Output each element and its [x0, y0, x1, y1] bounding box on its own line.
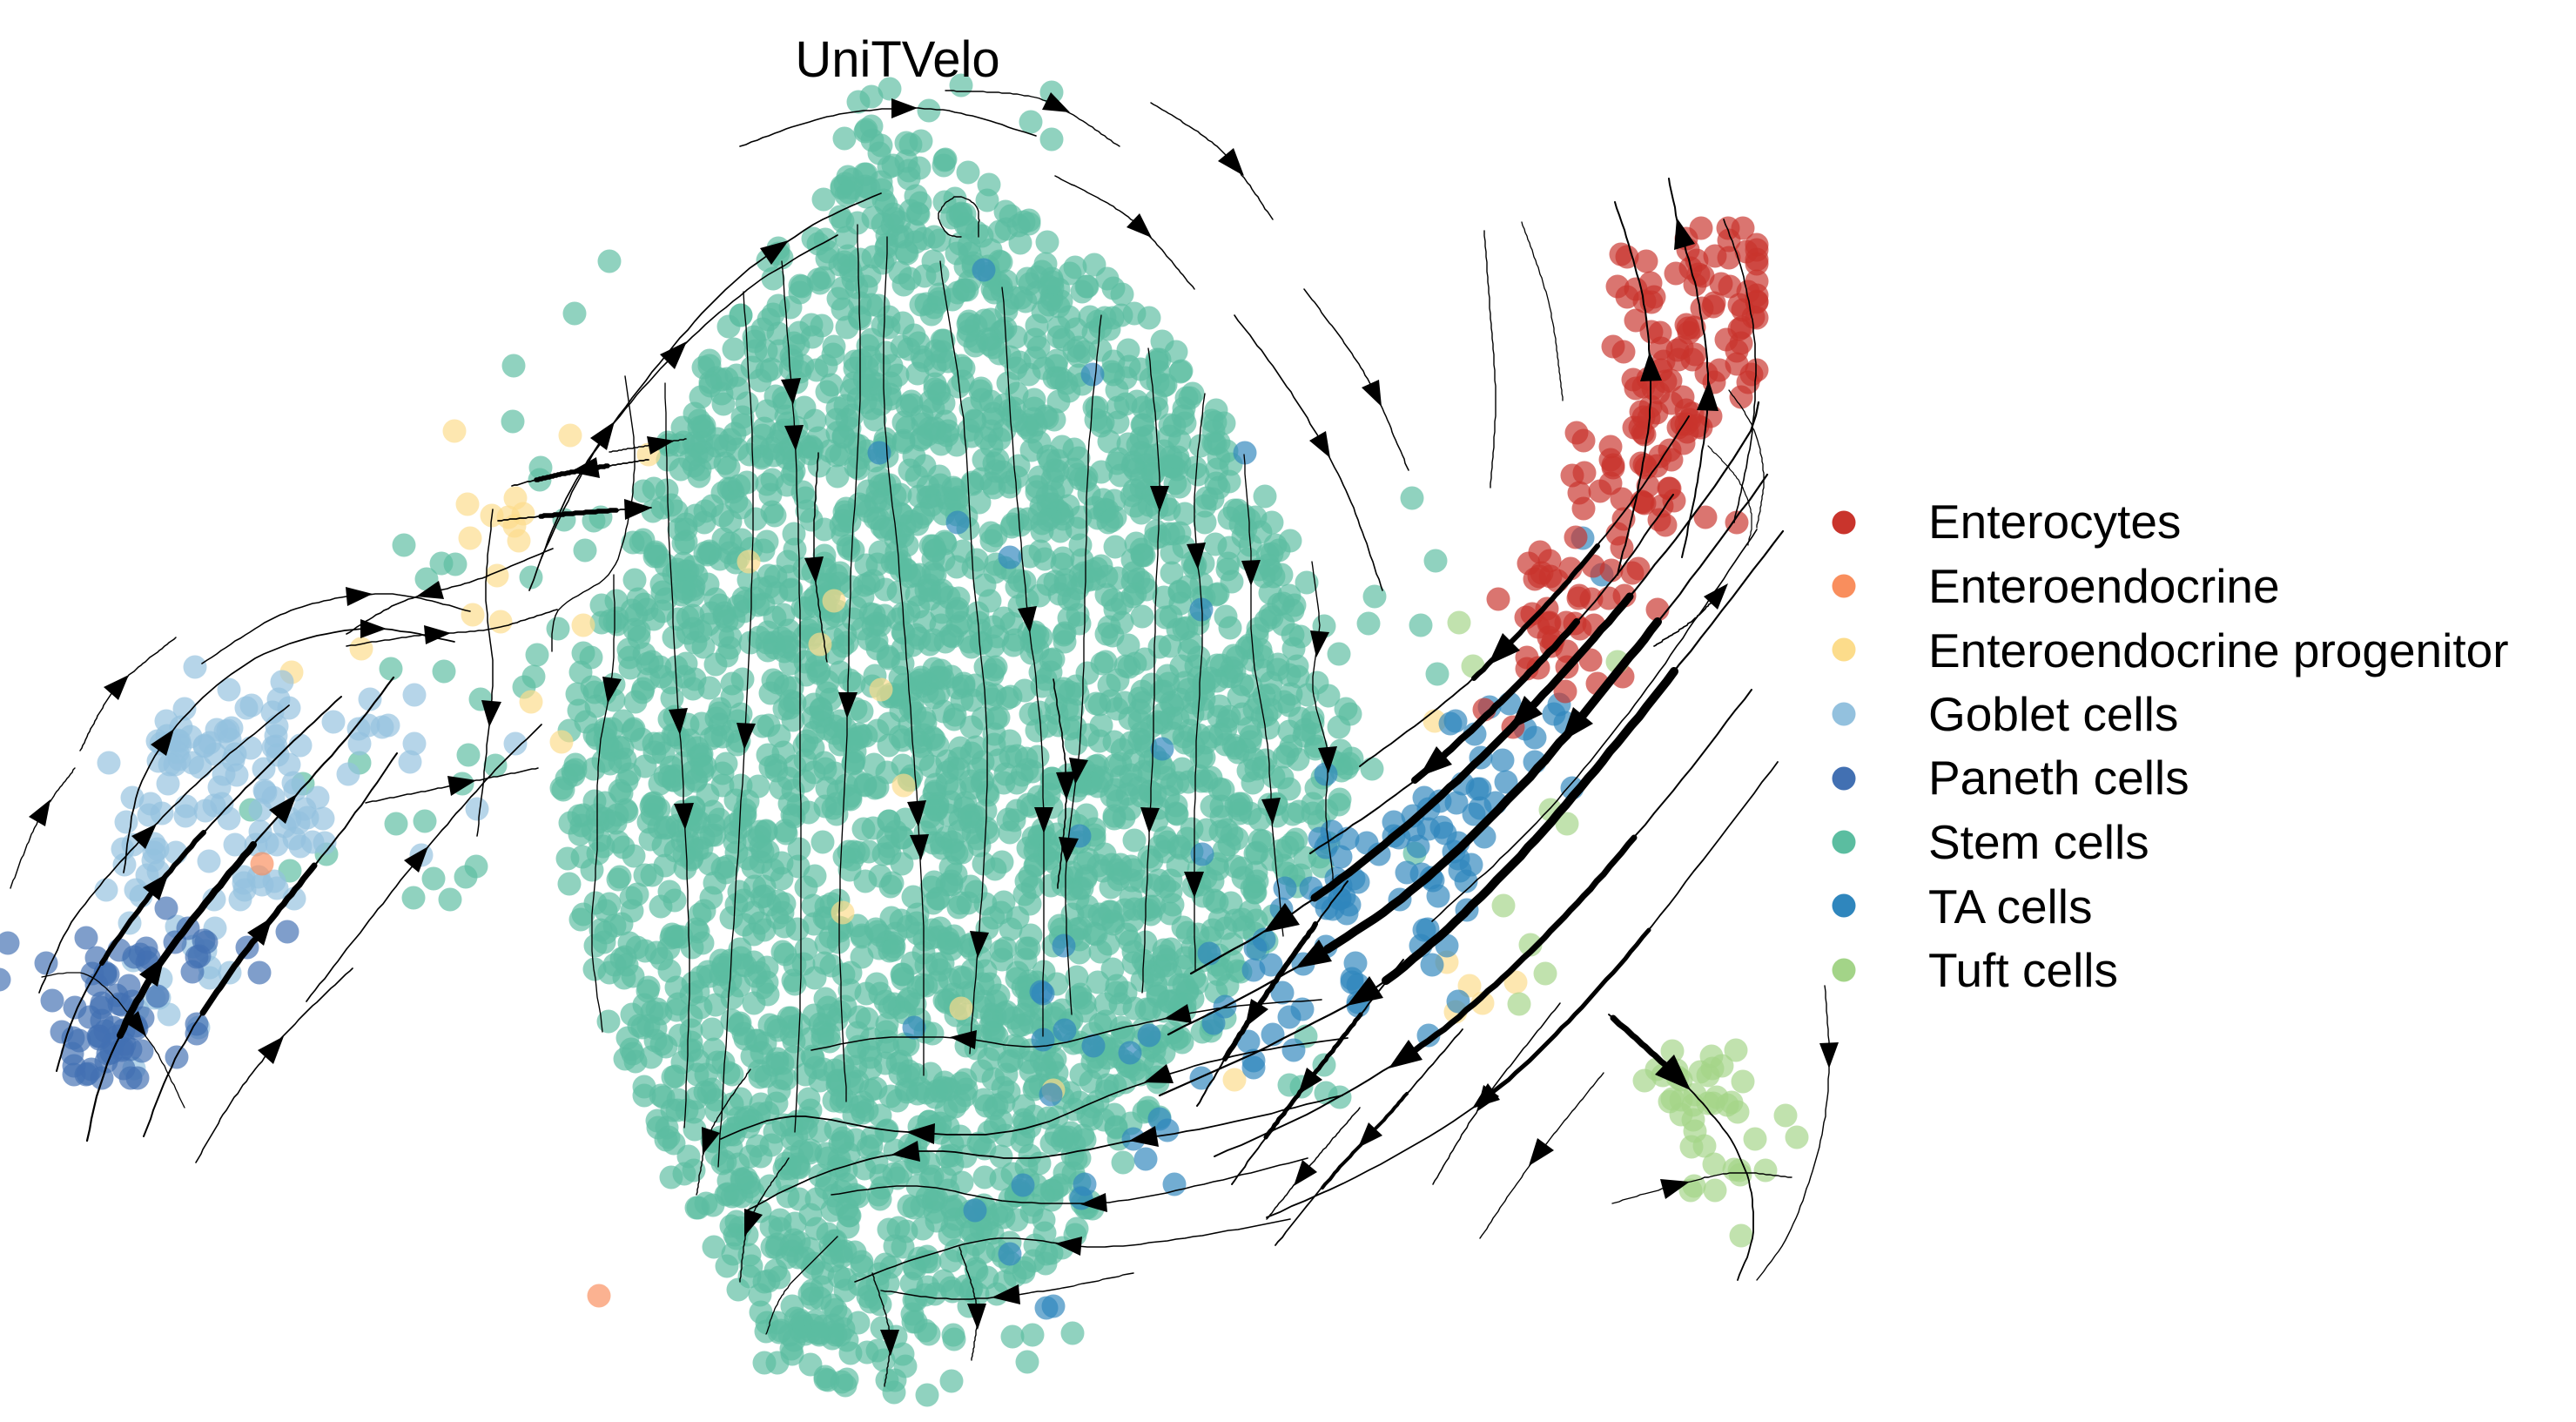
svg-text:Stem cells: Stem cells	[1928, 815, 2149, 869]
svg-text:UniTVelo: UniTVelo	[795, 31, 999, 88]
svg-text:Paneth cells: Paneth cells	[1928, 751, 2189, 805]
svg-text:Tuft cells: Tuft cells	[1928, 943, 2118, 997]
svg-text:Enteroendocrine progenitor: Enteroendocrine progenitor	[1928, 623, 2509, 677]
svg-text:TA cells: TA cells	[1928, 879, 2092, 933]
svg-text:Enteroendocrine: Enteroendocrine	[1928, 559, 2280, 613]
svg-text:Goblet cells: Goblet cells	[1928, 687, 2178, 741]
svg-text:Enterocytes: Enterocytes	[1928, 495, 2181, 549]
